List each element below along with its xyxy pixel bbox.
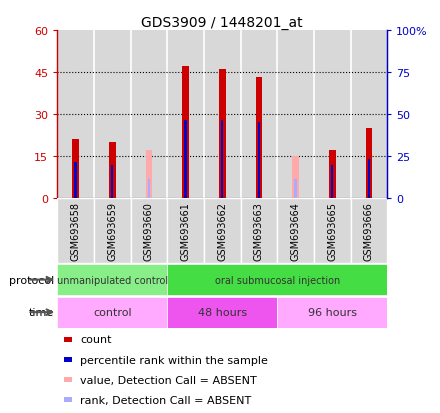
Text: 48 hours: 48 hours: [198, 307, 247, 318]
Bar: [241, 31, 277, 199]
Text: GSM693658: GSM693658: [70, 202, 81, 261]
Bar: [367, 159, 370, 199]
Bar: [204, 199, 241, 263]
Text: value, Detection Call = ABSENT: value, Detection Call = ABSENT: [81, 375, 257, 385]
Bar: [331, 165, 334, 199]
Bar: [184, 120, 187, 199]
Bar: [167, 297, 277, 328]
Text: percentile rank within the sample: percentile rank within the sample: [81, 355, 268, 365]
Bar: [351, 199, 387, 263]
Bar: [111, 165, 114, 199]
Bar: [57, 31, 94, 199]
Bar: [64, 397, 72, 402]
Bar: [241, 199, 277, 263]
Bar: [351, 31, 387, 199]
Bar: [64, 357, 72, 362]
Text: GSM693660: GSM693660: [144, 202, 154, 261]
Text: GSM693666: GSM693666: [364, 202, 374, 261]
Text: unmanipulated control: unmanipulated control: [57, 275, 168, 285]
Bar: [147, 179, 150, 199]
Bar: [64, 337, 72, 342]
Text: GSM693663: GSM693663: [254, 202, 264, 261]
Bar: [72, 140, 79, 199]
Bar: [74, 162, 77, 199]
Text: GSM693662: GSM693662: [217, 202, 227, 261]
Bar: [329, 151, 336, 199]
Bar: [167, 199, 204, 263]
Bar: [256, 78, 262, 199]
Bar: [257, 123, 260, 199]
Bar: [221, 120, 224, 199]
Text: control: control: [93, 307, 132, 318]
Text: protocol: protocol: [9, 275, 54, 285]
Bar: [277, 199, 314, 263]
Text: oral submucosal injection: oral submucosal injection: [215, 275, 340, 285]
Bar: [204, 31, 241, 199]
Bar: [182, 67, 189, 199]
Text: rank, Detection Call = ABSENT: rank, Detection Call = ABSENT: [81, 395, 252, 405]
Bar: [131, 31, 167, 199]
Bar: [167, 31, 204, 199]
Bar: [167, 264, 387, 296]
Title: GDS3909 / 1448201_at: GDS3909 / 1448201_at: [141, 16, 303, 30]
Bar: [109, 143, 116, 199]
Bar: [146, 151, 152, 199]
Text: 96 hours: 96 hours: [308, 307, 357, 318]
Text: GSM693664: GSM693664: [290, 202, 301, 261]
Text: count: count: [81, 335, 112, 345]
Bar: [57, 199, 94, 263]
Text: GSM693661: GSM693661: [180, 202, 191, 261]
Bar: [57, 297, 167, 328]
Text: GSM693659: GSM693659: [107, 202, 117, 261]
Bar: [277, 31, 314, 199]
Bar: [57, 264, 167, 296]
Bar: [131, 199, 167, 263]
Bar: [292, 157, 299, 199]
Bar: [64, 377, 72, 382]
Bar: [277, 297, 387, 328]
Bar: [294, 179, 297, 199]
Bar: [219, 70, 226, 199]
Bar: [94, 199, 131, 263]
Bar: [94, 31, 131, 199]
Bar: [314, 199, 351, 263]
Bar: [314, 31, 351, 199]
Text: time: time: [29, 307, 54, 318]
Bar: [366, 129, 372, 199]
Text: GSM693665: GSM693665: [327, 202, 337, 261]
